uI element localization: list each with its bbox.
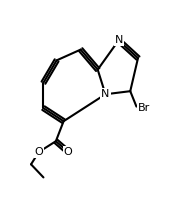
Text: Br: Br bbox=[138, 103, 150, 113]
Text: O: O bbox=[34, 147, 43, 157]
Text: O: O bbox=[64, 147, 73, 157]
Text: N: N bbox=[114, 35, 123, 45]
Text: N: N bbox=[101, 89, 110, 99]
